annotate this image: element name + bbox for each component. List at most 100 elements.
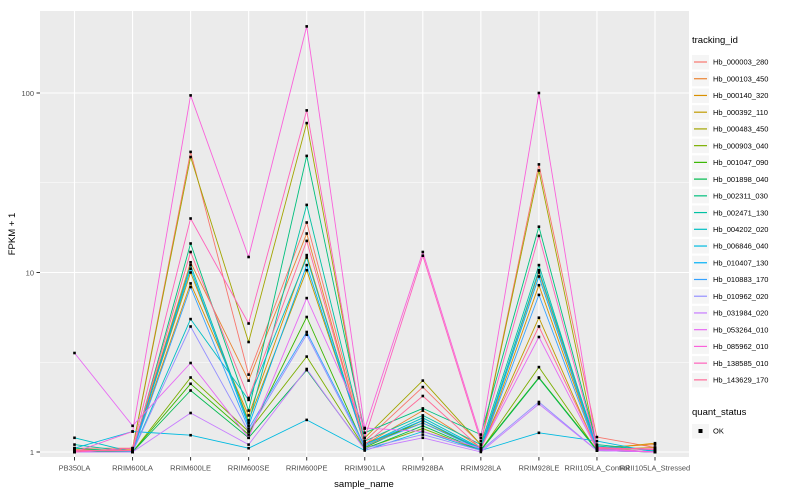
- legend-key-square: [698, 429, 703, 433]
- data-point: [537, 325, 541, 328]
- legend-label-Hb_000003_280: Hb_000003_280: [713, 58, 768, 67]
- data-point: [653, 446, 657, 450]
- data-point: [247, 424, 250, 428]
- data-point: [653, 443, 657, 446]
- data-point: [421, 421, 425, 425]
- data-point: [189, 261, 192, 264]
- data-point: [537, 335, 541, 339]
- data-point: [189, 382, 192, 386]
- data-point: [189, 376, 192, 379]
- data-point: [247, 446, 250, 450]
- data-point: [189, 282, 192, 285]
- data-point: [305, 221, 308, 224]
- data-point: [247, 421, 250, 425]
- data-point: [247, 433, 250, 436]
- data-point: [479, 446, 483, 450]
- data-point: [363, 431, 366, 435]
- data-point: [305, 367, 308, 371]
- y-tick-label: 100: [21, 89, 34, 98]
- data-point: [421, 427, 425, 430]
- data-point: [421, 419, 425, 422]
- data-point: [247, 322, 250, 325]
- legend-label-Hb_001898_040: Hb_001898_040: [713, 175, 768, 184]
- data-point: [189, 271, 192, 274]
- data-point: [363, 427, 366, 430]
- legend-label-Hb_053264_010: Hb_053264_010: [713, 325, 768, 334]
- data-point: [189, 267, 192, 270]
- legend-label-Hb_006846_040: Hb_006846_040: [713, 242, 768, 251]
- data-point: [247, 398, 250, 402]
- data-point: [537, 365, 541, 369]
- legend-label-Hb_002471_130: Hb_002471_130: [713, 208, 768, 217]
- x-tick-label: RRIM600PE: [286, 464, 328, 473]
- data-point: [421, 430, 425, 433]
- data-point: [421, 414, 425, 417]
- data-point: [479, 436, 483, 440]
- data-point: [479, 443, 483, 446]
- data-point: [305, 121, 308, 125]
- x-tick-label: RRIM928LE: [518, 464, 559, 473]
- data-point: [189, 150, 192, 154]
- data-point: [363, 446, 366, 450]
- data-point: [421, 394, 425, 398]
- data-point: [247, 340, 250, 344]
- data-point: [479, 450, 483, 454]
- data-point: [305, 256, 308, 259]
- y-tick-label: 10: [26, 268, 34, 277]
- data-point: [305, 296, 308, 300]
- data-point: [189, 250, 192, 254]
- legend-label-Hb_000483_450: Hb_000483_450: [713, 125, 768, 134]
- legend-label-Hb_000103_450: Hb_000103_450: [713, 74, 768, 83]
- data-point: [305, 333, 308, 336]
- data-point: [595, 439, 599, 443]
- data-point: [653, 448, 657, 451]
- data-point: [305, 355, 308, 358]
- legend-label-Hb_000392_110: Hb_000392_110: [713, 108, 768, 117]
- data-point: [537, 268, 541, 272]
- data-point: [189, 285, 192, 289]
- data-point: [247, 430, 250, 433]
- x-tick-label: RRIM928BA: [402, 464, 444, 473]
- legend-title-tracking-id: tracking_id: [692, 35, 738, 46]
- data-point: [305, 253, 308, 257]
- data-point: [131, 446, 134, 450]
- data-point: [363, 441, 366, 445]
- data-point: [421, 424, 425, 428]
- data-point: [363, 448, 366, 451]
- data-point: [595, 435, 599, 439]
- data-point: [653, 441, 657, 445]
- data-point: [189, 317, 192, 321]
- data-point: [189, 389, 192, 392]
- data-point: [247, 379, 250, 382]
- legend-label-Hb_031984_020: Hb_031984_020: [713, 309, 768, 318]
- data-point: [421, 407, 425, 410]
- legend-label-Hb_000140_320: Hb_000140_320: [713, 91, 768, 100]
- data-point: [363, 439, 366, 443]
- data-point: [305, 330, 308, 334]
- data-point: [73, 450, 76, 454]
- data-point: [363, 444, 366, 448]
- data-point: [247, 255, 250, 259]
- data-point: [653, 450, 657, 454]
- data-point: [305, 25, 308, 28]
- data-point: [363, 436, 366, 440]
- data-point: [247, 419, 250, 422]
- data-point: [247, 396, 250, 400]
- x-tick-label: RRIM600SE: [228, 464, 270, 473]
- x-tick-label: RRIM600LE: [170, 464, 211, 473]
- x-tick-label: RRII105LA_Control: [564, 464, 629, 473]
- data-point: [247, 443, 250, 446]
- data-point: [73, 443, 76, 446]
- data-point: [189, 361, 192, 365]
- data-point: [73, 446, 76, 450]
- x-tick-label: RRIM901LA: [344, 464, 385, 473]
- x-tick-label: RRIM928LA: [460, 464, 501, 473]
- legend-label-Hb_138585_010: Hb_138585_010: [713, 359, 768, 368]
- data-point: [247, 427, 250, 430]
- data-point: [131, 449, 134, 452]
- data-point: [595, 443, 599, 446]
- data-point: [421, 409, 425, 412]
- data-point: [131, 450, 134, 454]
